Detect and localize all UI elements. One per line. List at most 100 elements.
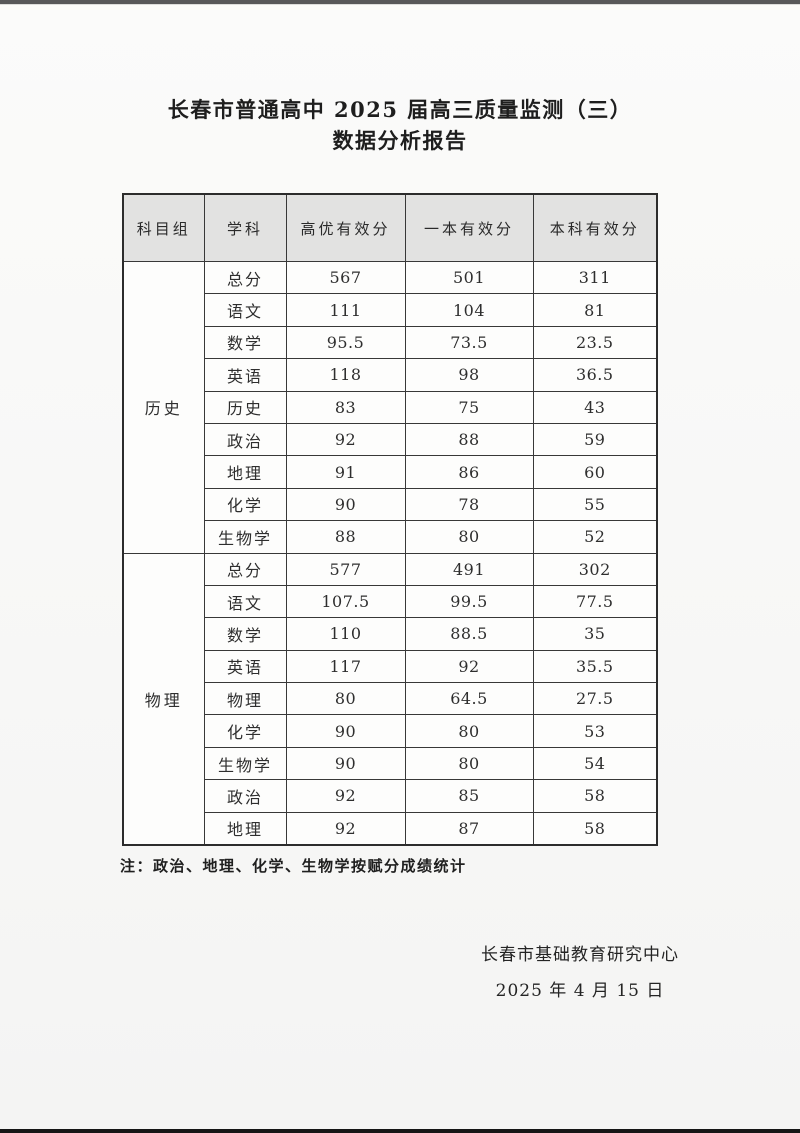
- subject-cell: 政治: [203, 779, 287, 813]
- table-header-row: 科目组 学科 高优有效分 一本有效分 本科有效分: [122, 193, 658, 262]
- score-value-cell: 58: [532, 779, 658, 813]
- score-value-cell: 117: [285, 649, 406, 684]
- subject-cell: 生物学: [203, 746, 287, 781]
- score-value-cell: 302: [532, 552, 658, 586]
- score-value-cell: 81: [532, 293, 658, 327]
- document-title: 长春市普通高中 2025 届高三质量监测（三）: [167, 97, 633, 122]
- column-header-benke-score: 本科有效分: [532, 193, 658, 262]
- subject-cell: 数学: [203, 617, 287, 651]
- footer-organization: 长春市基础教育研究中心: [481, 945, 679, 965]
- subject-cell: 英语: [203, 649, 287, 684]
- score-value-cell: 83: [285, 390, 406, 424]
- top-edge-bar: [0, 0, 800, 5]
- subject-cell: 英语: [203, 358, 287, 392]
- document-subtitle: 数据分析报告: [332, 128, 468, 153]
- score-value-cell: 95.5: [285, 325, 406, 360]
- score-value-cell: 60: [532, 455, 658, 489]
- score-value-cell: 59: [532, 422, 658, 457]
- table-row: 地理 92 87 58: [123, 811, 658, 846]
- subject-cell: 总分: [203, 260, 287, 295]
- bottom-edge-bar: [0, 1129, 800, 1133]
- score-value-cell: 99.5: [404, 584, 534, 619]
- score-value-cell: 491: [404, 552, 534, 586]
- score-value-cell: 92: [404, 649, 534, 684]
- score-value-cell: 58: [532, 811, 658, 846]
- subject-group-cell: 物理: [122, 552, 205, 846]
- score-value-cell: 88: [285, 520, 406, 554]
- score-value-cell: 80: [404, 520, 534, 554]
- table-row: 数学 95.5 73.5 23.5: [123, 325, 658, 360]
- score-value-cell: 86: [404, 455, 534, 489]
- score-value-cell: 92: [285, 422, 406, 457]
- score-value-cell: 90: [285, 746, 406, 781]
- column-header-subject-group: 科目组: [122, 193, 205, 262]
- score-value-cell: 501: [404, 260, 534, 295]
- table-row: 政治 92 88 59: [123, 422, 658, 457]
- table-row: 历史 83 75 43: [123, 390, 658, 424]
- score-value-cell: 92: [285, 811, 406, 846]
- score-value-cell: 91: [285, 455, 406, 489]
- table-row: 物理 80 64.5 27.5: [123, 682, 658, 716]
- score-value-cell: 567: [285, 260, 406, 295]
- footer-date: 2025 年 4 月 15 日: [495, 981, 665, 1001]
- score-value-cell: 85: [404, 779, 534, 813]
- score-value-cell: 104: [404, 293, 534, 327]
- score-value-cell: 107.5: [285, 584, 406, 619]
- title-block: 长春市普通高中 2025 届高三质量监测（三） 数据分析报告: [0, 94, 800, 156]
- subject-group-cell: 历史: [122, 261, 205, 554]
- table-row: 生物学 88 80 52: [123, 520, 658, 554]
- subject-cell: 历史: [203, 390, 287, 424]
- score-value-cell: 111: [285, 293, 406, 327]
- score-value-cell: 92: [285, 779, 406, 813]
- subject-cell: 物理: [203, 682, 287, 716]
- score-value-cell: 53: [532, 714, 658, 748]
- table-row: 英语 118 98 36.5: [123, 358, 658, 392]
- score-value-cell: 80: [404, 714, 534, 748]
- table-row: 数学 110 88.5 35: [123, 617, 658, 651]
- score-value-cell: 54: [532, 746, 658, 781]
- subject-cell: 地理: [203, 811, 287, 846]
- subject-cell: 生物学: [203, 520, 287, 554]
- table-row: 物理 总分 577 491 302: [122, 552, 658, 846]
- score-value-cell: 88: [404, 422, 534, 457]
- score-value-cell: 55: [532, 487, 658, 522]
- subject-cell: 化学: [203, 487, 287, 522]
- score-value-cell: 80: [404, 746, 534, 781]
- subject-cell: 化学: [203, 714, 287, 748]
- subject-cell: 语文: [203, 584, 287, 619]
- table-row: 政治 92 85 58: [123, 779, 658, 813]
- score-value-cell: 64.5: [404, 682, 534, 716]
- score-value-cell: 110: [285, 617, 406, 651]
- score-value-cell: 98: [404, 358, 534, 392]
- table-row: 语文 111 104 81: [123, 293, 658, 327]
- score-value-cell: 27.5: [532, 682, 658, 716]
- score-table: 科目组 学科 高优有效分 一本有效分 本科有效分 历史 总分 567 501 311 语文…: [122, 193, 658, 847]
- column-header-subject: 学科: [203, 193, 287, 262]
- table-note: 注：政治、地理、化学、生物学按赋分成绩统计: [120, 857, 467, 875]
- subject-cell: 语文: [203, 293, 287, 327]
- table-row: 地理 91 86 60: [123, 455, 658, 489]
- score-value-cell: 311: [532, 260, 658, 295]
- score-value-cell: 43: [532, 390, 658, 424]
- score-value-cell: 90: [285, 714, 406, 748]
- table-row: 历史 总分 567 501 311: [122, 260, 658, 554]
- score-value-cell: 73.5: [404, 325, 534, 360]
- score-value-cell: 118: [285, 358, 406, 392]
- score-value-cell: 77.5: [532, 584, 658, 619]
- score-value-cell: 80: [285, 682, 406, 716]
- table-row: 英语 117 92 35.5: [123, 649, 658, 684]
- table-row: 化学 90 80 53: [123, 714, 658, 748]
- score-value-cell: 75: [404, 390, 534, 424]
- score-value-cell: 35: [532, 617, 658, 651]
- subject-cell: 政治: [203, 422, 287, 457]
- subject-cell: 总分: [203, 552, 287, 586]
- score-value-cell: 87: [404, 811, 534, 846]
- score-value-cell: 90: [285, 487, 406, 522]
- subject-cell: 地理: [203, 455, 287, 489]
- score-value-cell: 35.5: [532, 649, 658, 684]
- column-header-gaoyou-score: 高优有效分: [285, 193, 406, 262]
- score-value-cell: 36.5: [532, 358, 658, 392]
- table-row: 生物学 90 80 54: [123, 746, 658, 781]
- score-value-cell: 52: [532, 520, 658, 554]
- footer-block: 长春市基础教育研究中心 2025 年 4 月 15 日: [420, 937, 740, 1009]
